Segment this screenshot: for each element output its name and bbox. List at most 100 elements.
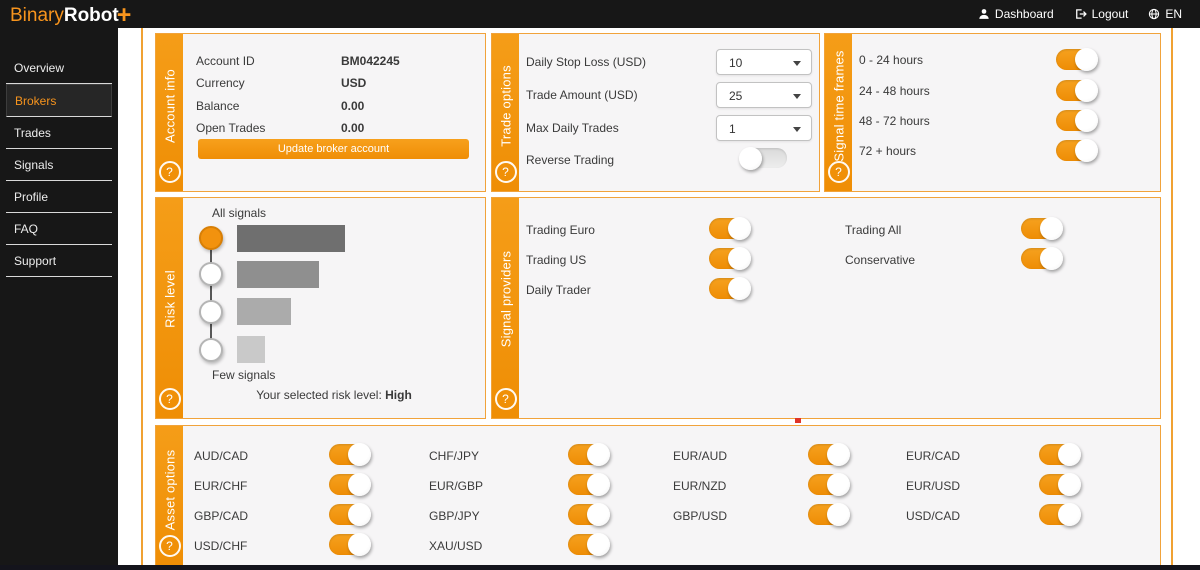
risk-bar-1: [237, 261, 319, 288]
timeframe-48-72-toggle[interactable]: [1056, 109, 1098, 132]
asset-eur-cad-toggle[interactable]: [1039, 443, 1081, 466]
panel-risk-level-strip: Risk level ?: [156, 198, 183, 418]
toggle-knob: [827, 473, 850, 496]
nav-language[interactable]: EN: [1148, 7, 1182, 21]
nav-dashboard[interactable]: Dashboard: [978, 7, 1054, 21]
asset-eur-chf-toggle[interactable]: [329, 473, 371, 496]
timeframe-48-72-label: 48 - 72 hours: [859, 114, 930, 128]
timeframe-72-plus-toggle[interactable]: [1056, 139, 1098, 162]
risk-stop-1[interactable]: [199, 262, 223, 286]
provider-trading-euro-toggle[interactable]: [709, 217, 751, 240]
account-info-help-button[interactable]: ?: [158, 161, 181, 183]
asset-usd-chf-toggle[interactable]: [329, 533, 371, 556]
asset-gbp-usd-toggle[interactable]: [808, 503, 850, 526]
toggle-knob: [1075, 79, 1098, 102]
toggle-knob: [348, 503, 371, 526]
toggle-knob: [348, 533, 371, 556]
trade-amount-select[interactable]: 25: [716, 82, 812, 108]
sidebar-item-profile[interactable]: Profile: [6, 181, 112, 213]
provider-conservative-label: Conservative: [845, 253, 916, 267]
currency-value: USD: [341, 76, 367, 90]
currency-label: Currency: [196, 76, 245, 90]
signal-time-frames-help-button[interactable]: ?: [827, 161, 850, 183]
asset-eur-gbp-toggle[interactable]: [568, 473, 610, 496]
asset-aud-cad-label: AUD/CAD: [194, 449, 249, 463]
sidebar-item-label: Brokers: [15, 94, 57, 108]
signal-providers-help-button[interactable]: ?: [494, 388, 517, 410]
daily-stop-loss-select[interactable]: 10: [716, 49, 812, 75]
sidebar-item-signals[interactable]: Signals: [6, 149, 112, 181]
max-daily-trades-value: 1: [729, 122, 736, 136]
provider-trading-all-toggle[interactable]: [1021, 217, 1063, 240]
asset-aud-cad-toggle[interactable]: [329, 443, 371, 466]
panel-account-info: Account info ? Account ID BM042245 Curre…: [155, 33, 486, 192]
toggle-knob: [1058, 503, 1081, 526]
asset-chf-jpy-toggle[interactable]: [568, 443, 610, 466]
asset-eur-chf-label: EUR/CHF: [194, 479, 248, 493]
timeframe-24-48-toggle[interactable]: [1056, 79, 1098, 102]
timeframe-0-24-toggle[interactable]: [1056, 48, 1098, 71]
sidebar-item-brokers[interactable]: Brokers: [6, 84, 112, 117]
sidebar-item-faq[interactable]: FAQ: [6, 213, 112, 245]
provider-trading-all-label: Trading All: [845, 223, 902, 237]
trade-options-help-button[interactable]: ?: [494, 161, 517, 183]
asset-usd-chf-label: USD/CHF: [194, 539, 248, 553]
provider-trading-us-toggle[interactable]: [709, 247, 751, 270]
toggle-knob: [827, 443, 850, 466]
risk-selected-value: High: [385, 388, 412, 402]
toggle-knob: [1075, 48, 1098, 71]
risk-stop-2[interactable]: [199, 300, 223, 324]
sidebar-item-overview[interactable]: Overview: [6, 52, 112, 84]
toggle-knob: [1058, 443, 1081, 466]
asset-eur-aud-toggle[interactable]: [808, 443, 850, 466]
toggle-knob: [348, 443, 371, 466]
nav-logout[interactable]: Logout: [1074, 7, 1128, 21]
toggle-knob: [587, 473, 610, 496]
reverse-trading-toggle[interactable]: [739, 147, 787, 170]
asset-usd-cad-toggle[interactable]: [1039, 503, 1081, 526]
sidebar-item-support[interactable]: Support: [6, 245, 112, 277]
panel-signal-time-frames-title: Signal time frames: [831, 50, 846, 162]
toggle-knob: [1075, 139, 1098, 162]
panel-asset-options: Asset options ? AUD/CAD EUR/CHF GBP/CAD …: [155, 425, 1161, 566]
risk-top-label: All signals: [212, 206, 267, 220]
sidebar-item-label: Trades: [14, 126, 51, 140]
content-frame-right-border: [1171, 28, 1173, 565]
chevron-down-icon: [793, 61, 801, 66]
trade-amount-value: 25: [729, 89, 743, 103]
chevron-down-icon: [793, 127, 801, 132]
asset-eur-nzd-toggle[interactable]: [808, 473, 850, 496]
toggle-knob: [587, 503, 610, 526]
asset-gbp-jpy-toggle[interactable]: [568, 503, 610, 526]
provider-conservative-toggle[interactable]: [1021, 247, 1063, 270]
sidebar: Overview Brokers Trades Signals Profile …: [0, 28, 118, 565]
nav-dashboard-label: Dashboard: [994, 7, 1054, 21]
asset-gbp-cad-label: GBP/CAD: [194, 509, 249, 523]
risk-stop-0[interactable]: [199, 226, 223, 250]
max-daily-trades-select[interactable]: 1: [716, 115, 812, 141]
risk-bottom-label: Few signals: [212, 368, 276, 382]
brand-logo[interactable]: Binary Robot +: [10, 0, 131, 30]
sidebar-item-trades[interactable]: Trades: [6, 117, 112, 149]
panel-trade-options: Trade options ? Daily Stop Loss (USD) 10…: [491, 33, 820, 192]
nav-language-label: EN: [1165, 7, 1182, 21]
sidebar-item-label: Signals: [14, 158, 54, 172]
asset-options-help-button[interactable]: ?: [158, 535, 181, 557]
provider-daily-trader-toggle[interactable]: [709, 277, 751, 300]
asset-xau-usd-toggle[interactable]: [568, 533, 610, 556]
asset-gbp-cad-toggle[interactable]: [329, 503, 371, 526]
update-broker-account-button[interactable]: Update broker account: [198, 139, 469, 159]
risk-level-help-button[interactable]: ?: [158, 388, 181, 410]
chevron-down-icon: [793, 94, 801, 99]
toggle-knob: [587, 533, 610, 556]
asset-eur-usd-toggle[interactable]: [1039, 473, 1081, 496]
asset-usd-cad-label: USD/CAD: [906, 509, 961, 523]
top-navbar: Binary Robot + Dashboard Logout EN: [0, 0, 1200, 30]
toggle-knob: [1040, 247, 1063, 270]
risk-stop-3[interactable]: [199, 338, 223, 362]
asset-gbp-jpy-label: GBP/JPY: [429, 509, 480, 523]
globe-icon: [1148, 8, 1160, 20]
asset-eur-gbp-label: EUR/GBP: [429, 479, 484, 493]
timeframe-0-24-label: 0 - 24 hours: [859, 53, 924, 67]
panel-risk-level: Risk level ? All signals Few signals You…: [155, 197, 486, 419]
